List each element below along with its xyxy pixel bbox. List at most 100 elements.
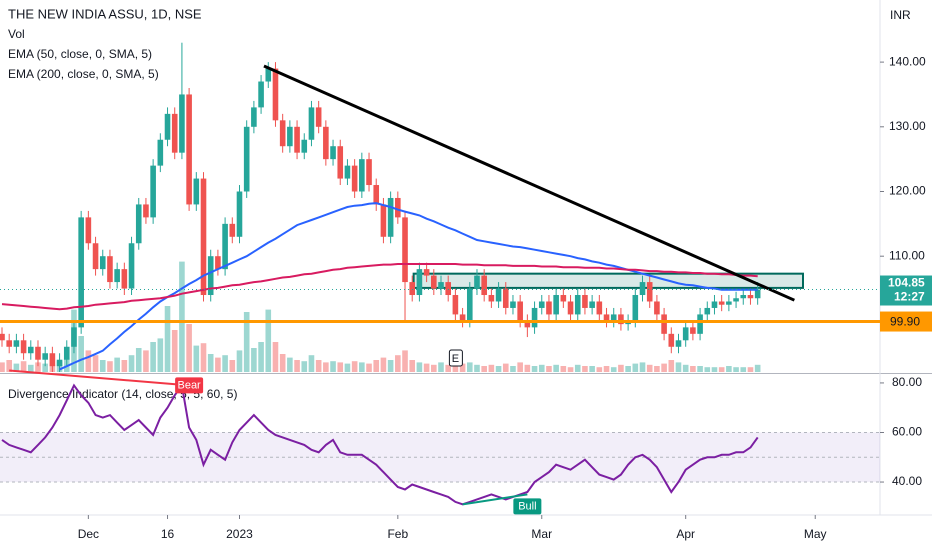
volume-bar (373, 360, 380, 372)
volume-bar (387, 360, 394, 372)
volume-bar (222, 355, 228, 372)
candle-body (395, 197, 401, 218)
candle-body (308, 107, 315, 140)
x-tick-label: Mar (531, 527, 552, 541)
volume-bar (553, 364, 559, 372)
volume-bar (164, 306, 171, 372)
volume-bar (718, 367, 725, 372)
candle-body (697, 314, 703, 334)
candle-body (387, 197, 394, 237)
candle-body (85, 217, 92, 244)
volume-bar (0, 362, 5, 372)
candle-body (215, 256, 221, 270)
volume-bar (107, 361, 113, 372)
volume-bar (366, 363, 372, 372)
x-tick-label: May (804, 527, 827, 541)
volume-bar (251, 348, 257, 372)
volume-bar (654, 366, 660, 372)
candle-body (344, 165, 351, 179)
candle-body (560, 295, 567, 302)
divergence-tag (175, 377, 204, 394)
candle-body (193, 178, 200, 205)
candle-body (726, 301, 732, 305)
candle-body (610, 314, 617, 321)
volume-bar (546, 366, 552, 372)
volume-bar (445, 364, 451, 372)
candle-body (531, 307, 538, 328)
candle-body (438, 282, 444, 289)
candle-body (323, 126, 329, 160)
y-tick-label: 130.00 (889, 119, 926, 133)
volume-bar (171, 330, 178, 372)
volume-bar (359, 362, 365, 372)
ema-line (1, 263, 758, 311)
candle-body (431, 275, 437, 289)
price-pane (0, 42, 804, 372)
candle-body (315, 107, 322, 127)
candle-body (711, 301, 718, 308)
x-tick-label: 2023 (226, 527, 253, 541)
volume-bar (668, 360, 675, 372)
volume-bar (625, 366, 631, 372)
candle-body (92, 243, 99, 270)
volume-bar (538, 364, 545, 372)
volume-bar (524, 364, 531, 372)
y-tick-label: 60.00 (892, 425, 922, 439)
candle-body (179, 94, 185, 153)
earnings-label: E (452, 353, 459, 365)
volume-bar (179, 261, 185, 372)
candle-body (524, 320, 531, 328)
x-tick-label: Feb (387, 527, 408, 541)
candle-body (402, 217, 408, 283)
candle-body (589, 301, 595, 308)
volume-bar (143, 350, 149, 372)
volume-bar (747, 367, 754, 372)
y-tick-label: 140.00 (889, 54, 926, 68)
volume-bar (431, 364, 437, 372)
volume-bar (121, 360, 128, 372)
candle-body (330, 146, 336, 160)
volume-bar (488, 364, 495, 372)
volume-bar (596, 367, 603, 372)
ema-line (59, 202, 758, 371)
candle-body (675, 340, 682, 347)
volume-bar (704, 367, 711, 372)
candle-body (337, 146, 344, 179)
candle-body (171, 113, 178, 153)
volume-bar (589, 366, 595, 372)
volume-bar (510, 366, 516, 372)
volume-bar (690, 366, 696, 372)
volume-bar (200, 343, 207, 372)
candle-body (107, 256, 113, 283)
candle-body (121, 269, 128, 289)
volume-bar (157, 338, 164, 372)
divergence-line (9, 369, 190, 387)
zone (412, 272, 804, 289)
y-tick-label: 40.00 (892, 474, 922, 488)
volume-bar (423, 363, 430, 372)
volume-bar (632, 363, 639, 372)
x-tick-label: Dec (78, 527, 99, 541)
candle-body (150, 165, 156, 218)
volume-bar (92, 355, 99, 372)
candle-body (71, 327, 77, 347)
candle-body (265, 68, 272, 82)
volume-bar (236, 350, 243, 372)
candle-body (243, 126, 250, 192)
candle-body (380, 204, 387, 237)
volume-bar (603, 366, 610, 372)
candle-body (466, 288, 473, 321)
indicator-pane (0, 382, 880, 506)
volume-bar (675, 362, 682, 372)
volume-bar (697, 366, 703, 372)
candle-body (495, 288, 502, 302)
volume-bar (128, 355, 135, 372)
candle-body (582, 295, 588, 308)
candle-body (481, 275, 487, 296)
volume-bar (733, 367, 739, 372)
volume-bar (330, 361, 336, 372)
earnings-marker (448, 349, 463, 367)
divergence-label: Bull (518, 500, 536, 512)
volume-bar (308, 355, 315, 372)
